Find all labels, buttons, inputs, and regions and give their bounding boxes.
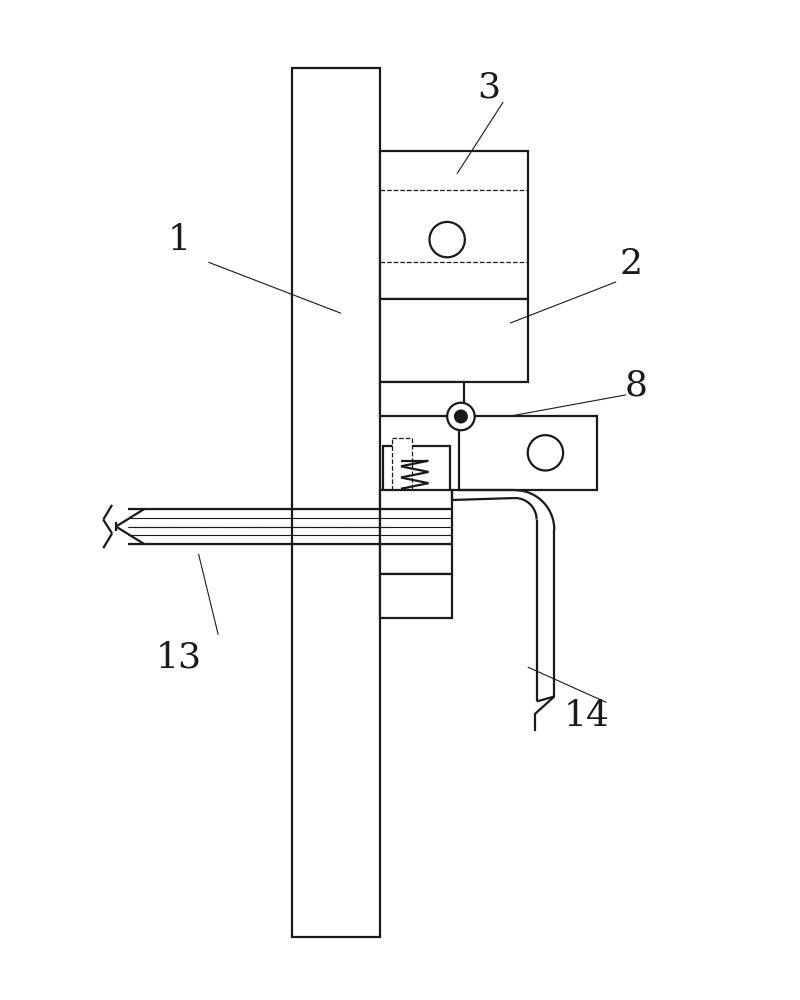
Text: 2: 2 — [619, 247, 642, 281]
Bar — [380, 382, 464, 416]
Text: 8: 8 — [624, 368, 647, 402]
Bar — [380, 151, 528, 299]
Circle shape — [455, 411, 467, 422]
Bar — [380, 299, 528, 382]
Circle shape — [447, 403, 474, 430]
Bar — [380, 574, 452, 618]
Text: 13: 13 — [156, 640, 202, 674]
Circle shape — [430, 222, 465, 257]
Circle shape — [528, 435, 563, 471]
Text: 14: 14 — [564, 699, 610, 733]
Bar — [459, 416, 597, 490]
Bar — [292, 68, 380, 937]
Text: 3: 3 — [477, 70, 500, 104]
Bar — [383, 446, 450, 552]
Bar — [380, 490, 452, 574]
Text: 1: 1 — [167, 223, 190, 257]
Bar — [392, 438, 412, 560]
